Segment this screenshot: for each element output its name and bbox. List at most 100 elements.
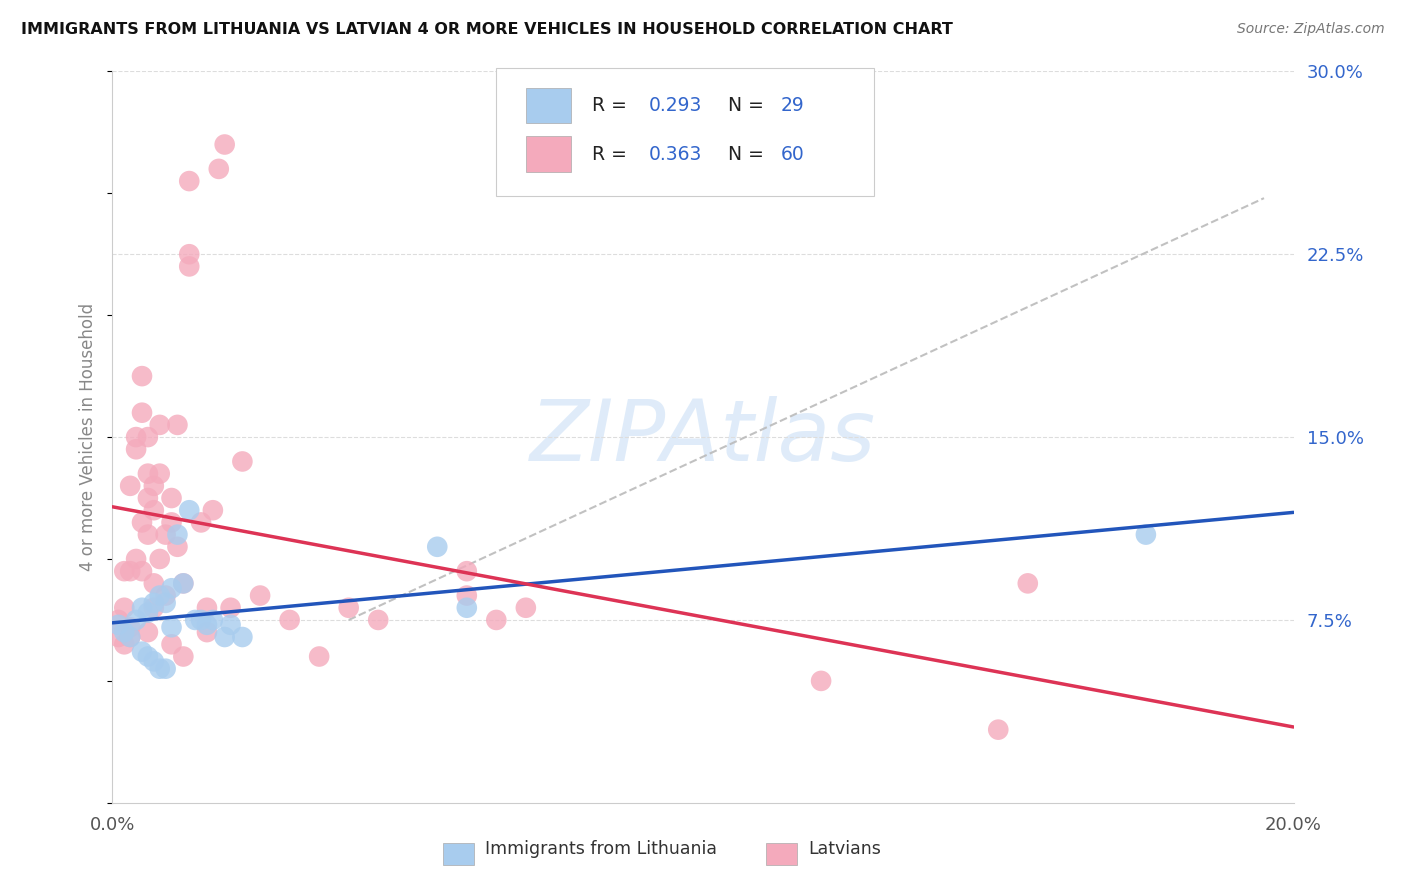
Point [107, 617, 129, 632]
Point [1017, 576, 1039, 591]
Point [136, 467, 159, 481]
Point [195, 600, 218, 615]
Text: IMMIGRANTS FROM LITHUANIA VS LATVIAN 4 OR MORE VEHICLES IN HOUSEHOLD CORRELATION: IMMIGRANTS FROM LITHUANIA VS LATVIAN 4 O… [21, 22, 953, 37]
Text: ZIPAtlas: ZIPAtlas [530, 395, 876, 479]
Point [142, 600, 165, 615]
Point [149, 417, 172, 432]
Point [120, 630, 142, 644]
Text: 0.363: 0.363 [648, 145, 702, 163]
Point [172, 649, 194, 664]
Point [131, 406, 153, 420]
Point [166, 527, 188, 541]
Point [149, 662, 172, 676]
Point [136, 625, 159, 640]
Point [172, 576, 194, 591]
Text: R =: R = [592, 96, 633, 115]
Point [172, 576, 194, 591]
Point [184, 613, 207, 627]
Point [155, 596, 177, 610]
Point [131, 564, 153, 578]
Point [160, 491, 183, 505]
Point [120, 630, 142, 644]
Point [219, 617, 242, 632]
Point [195, 617, 218, 632]
Text: R =: R = [592, 145, 633, 163]
Point [155, 527, 177, 541]
Point [249, 589, 271, 603]
Point [208, 161, 231, 176]
Point [125, 430, 148, 444]
Text: Immigrants from Lithuania: Immigrants from Lithuania [485, 840, 717, 858]
Point [166, 417, 188, 432]
Point [190, 613, 212, 627]
Point [142, 479, 165, 493]
Point [810, 673, 832, 688]
Point [160, 581, 183, 595]
Text: 0.293: 0.293 [648, 96, 702, 115]
Point [515, 600, 537, 615]
Point [160, 620, 183, 634]
Point [142, 576, 165, 591]
Point [160, 516, 183, 530]
Point [107, 613, 129, 627]
Point [231, 630, 253, 644]
Point [131, 600, 153, 615]
Point [456, 589, 478, 603]
Point [195, 625, 218, 640]
Point [231, 454, 253, 468]
Point [120, 620, 142, 634]
Point [201, 503, 224, 517]
Point [136, 430, 159, 444]
Point [125, 442, 148, 457]
Point [219, 600, 242, 615]
Point [149, 467, 172, 481]
Point [160, 637, 183, 651]
Point [131, 516, 153, 530]
Point [214, 137, 236, 152]
Point [190, 516, 212, 530]
Point [136, 606, 159, 620]
Point [155, 589, 177, 603]
Point [136, 649, 159, 664]
Point [426, 540, 449, 554]
Point [987, 723, 1010, 737]
Text: N =: N = [716, 96, 770, 115]
Point [142, 654, 165, 668]
Point [214, 630, 236, 644]
Point [1135, 527, 1157, 541]
Y-axis label: 4 or more Vehicles in Household: 4 or more Vehicles in Household [79, 303, 97, 571]
Point [456, 564, 478, 578]
Point [136, 527, 159, 541]
Point [278, 613, 301, 627]
Point [149, 589, 172, 603]
Point [337, 600, 360, 615]
Point [456, 600, 478, 615]
Point [112, 625, 135, 640]
Point [120, 479, 142, 493]
Point [485, 613, 508, 627]
Point [179, 260, 201, 274]
Point [142, 503, 165, 517]
Point [201, 613, 224, 627]
Point [125, 613, 148, 627]
Point [179, 247, 201, 261]
Point [179, 174, 201, 188]
Point [131, 369, 153, 384]
Text: N =: N = [716, 145, 770, 163]
Text: Latvians: Latvians [808, 840, 882, 858]
FancyBboxPatch shape [526, 88, 571, 123]
Point [179, 503, 201, 517]
Point [125, 552, 148, 566]
Point [166, 540, 188, 554]
Text: 60: 60 [780, 145, 804, 163]
Point [136, 491, 159, 505]
Text: Source: ZipAtlas.com: Source: ZipAtlas.com [1237, 22, 1385, 37]
Point [112, 600, 135, 615]
Point [155, 662, 177, 676]
Text: 29: 29 [780, 96, 804, 115]
Point [112, 564, 135, 578]
FancyBboxPatch shape [496, 68, 875, 195]
Point [367, 613, 389, 627]
Point [107, 630, 129, 644]
Point [131, 645, 153, 659]
